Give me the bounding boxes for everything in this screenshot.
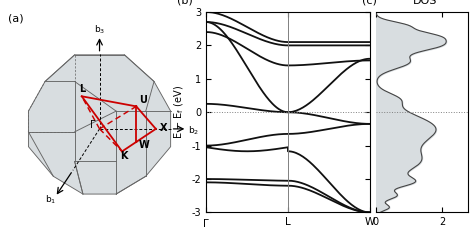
Text: (c): (c) <box>362 0 377 6</box>
Text: DOS: DOS <box>413 0 437 6</box>
Text: U: U <box>139 96 147 105</box>
Text: $\Gamma$: $\Gamma$ <box>89 118 96 130</box>
Text: (b): (b) <box>177 0 192 6</box>
Text: K: K <box>119 150 127 161</box>
Y-axis label: E $-$ E$_\mathrm{f}$ (eV): E $-$ E$_\mathrm{f}$ (eV) <box>173 85 186 139</box>
Text: W: W <box>138 140 149 150</box>
Text: (a): (a) <box>8 13 23 23</box>
Text: b$_3$: b$_3$ <box>93 24 105 36</box>
Polygon shape <box>28 55 171 194</box>
Text: L: L <box>79 84 86 94</box>
Text: b$_1$: b$_1$ <box>45 194 56 206</box>
Text: b$_2$: b$_2$ <box>188 125 200 137</box>
Text: X: X <box>159 123 167 133</box>
